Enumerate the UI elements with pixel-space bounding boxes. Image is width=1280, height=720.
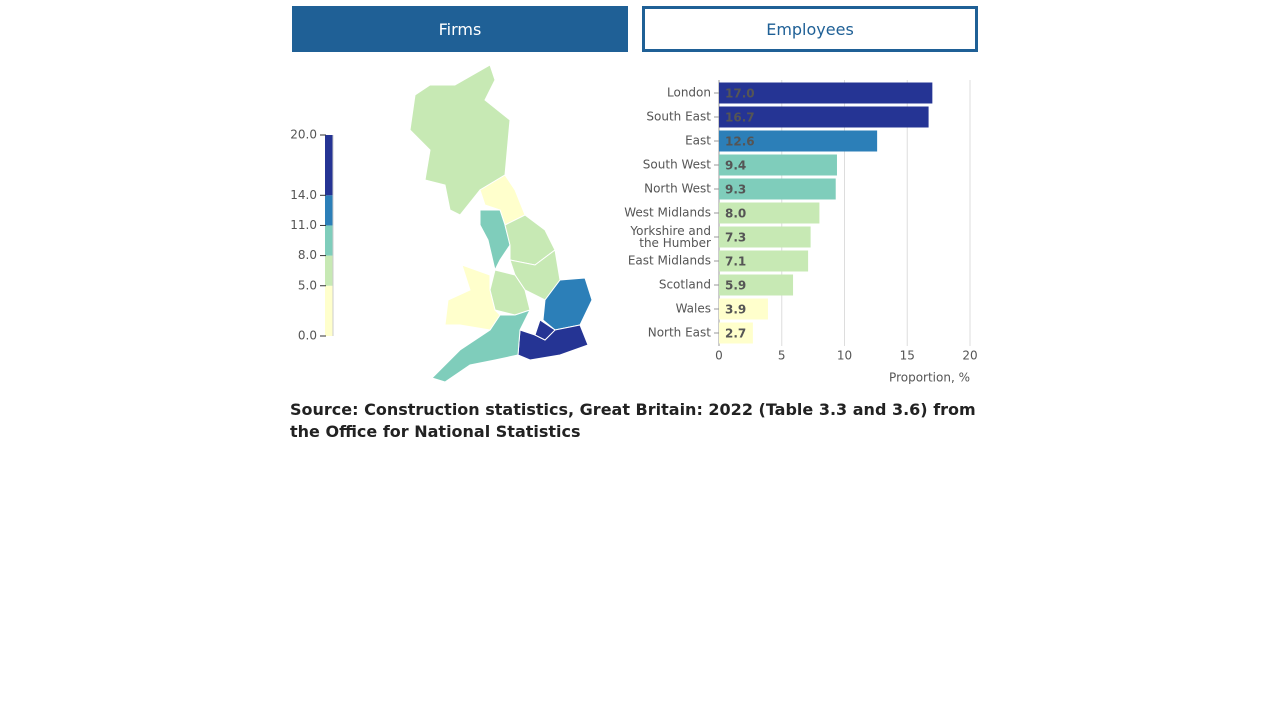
map-region bbox=[444, 264, 501, 331]
data-label: 7.3 bbox=[725, 231, 746, 245]
y-tick-label: Yorkshire and the Humber bbox=[629, 224, 711, 250]
y-tick-label: Wales bbox=[676, 302, 711, 316]
bar bbox=[719, 250, 809, 272]
legend-swatch bbox=[325, 285, 333, 336]
legend-tick-label: 8.0 bbox=[298, 248, 317, 262]
bar bbox=[719, 322, 753, 344]
y-tick-label: West Midlands bbox=[624, 206, 711, 220]
bar bbox=[719, 202, 820, 224]
legend-swatch bbox=[325, 195, 333, 226]
data-label: 2.7 bbox=[725, 327, 746, 341]
y-tick-label: East bbox=[685, 134, 711, 148]
y-tick-label: Scotland bbox=[659, 278, 711, 292]
map-region bbox=[534, 319, 556, 341]
legend-tick-label: 0.0 bbox=[298, 329, 317, 343]
y-tick-label: London bbox=[667, 86, 711, 100]
tab-firms[interactable]: Firms bbox=[292, 6, 628, 52]
x-tick-label: 20 bbox=[962, 349, 977, 363]
map-region bbox=[542, 277, 593, 331]
bar bbox=[719, 178, 836, 200]
y-tick-label: East Midlands bbox=[628, 254, 711, 268]
data-label: 7.1 bbox=[725, 255, 746, 269]
x-axis-label: Proportion, % bbox=[889, 371, 970, 385]
y-tick-label: North East bbox=[648, 326, 712, 340]
x-tick-label: 10 bbox=[837, 349, 852, 363]
data-label: 8.0 bbox=[725, 207, 746, 221]
legend-swatch bbox=[325, 135, 333, 196]
data-label: 3.9 bbox=[725, 303, 746, 317]
chart: Proportion, % 0.0 5.0 8.0 11.0 14.0 20.0 0 5 10 1… bbox=[290, 64, 978, 385]
data-label: 12.6 bbox=[725, 135, 755, 149]
label-line: the Humber bbox=[639, 236, 711, 250]
map-region bbox=[409, 64, 511, 216]
bar bbox=[719, 154, 837, 176]
source-note: Source: Construction statistics, Great B… bbox=[290, 400, 976, 441]
data-label: 16.7 bbox=[725, 111, 755, 125]
data-label: 9.3 bbox=[725, 183, 746, 197]
map bbox=[409, 64, 593, 383]
legend-tick-label: 14.0 bbox=[290, 188, 317, 202]
y-tick-label: North West bbox=[644, 182, 711, 196]
bar bbox=[719, 106, 929, 128]
bar bbox=[719, 298, 768, 320]
data-label: 5.9 bbox=[725, 279, 746, 293]
x-tick-label: 5 bbox=[778, 349, 786, 363]
y-tick-label: South West bbox=[643, 158, 711, 172]
bar bbox=[719, 226, 811, 248]
legend-swatch bbox=[325, 225, 333, 256]
label-line: Yorkshire and bbox=[629, 224, 711, 238]
tab-employees[interactable]: Employees bbox=[642, 6, 978, 52]
x-tick-label: 15 bbox=[900, 349, 915, 363]
bar bbox=[719, 82, 933, 104]
map-region bbox=[479, 209, 511, 272]
data-label: 9.4 bbox=[725, 159, 746, 173]
legend-tick-label: 5.0 bbox=[298, 278, 317, 292]
data-label: 17.0 bbox=[725, 87, 755, 101]
y-tick-label: South East bbox=[646, 110, 711, 124]
x-tick-label: 0 bbox=[715, 349, 723, 363]
legend-tick-label: 11.0 bbox=[290, 218, 317, 232]
legend-swatch bbox=[325, 255, 333, 286]
legend-tick-label: 20.0 bbox=[290, 128, 317, 142]
bar bbox=[719, 130, 878, 152]
bar bbox=[719, 274, 794, 296]
